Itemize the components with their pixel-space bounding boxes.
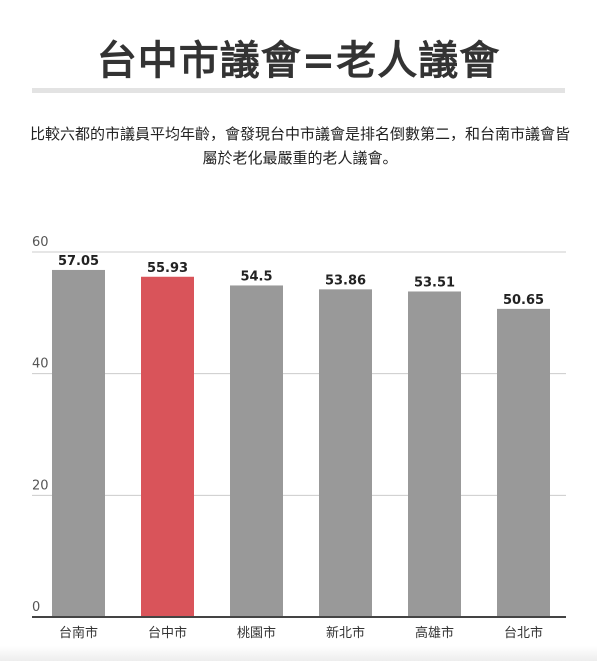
data-label: 55.93 bbox=[147, 261, 188, 276]
x-tick-label: 桃園市 bbox=[237, 625, 276, 641]
data-label: 54.5 bbox=[240, 269, 272, 284]
x-tick-label: 新北市 bbox=[326, 625, 365, 641]
bar bbox=[319, 289, 372, 617]
data-label: 53.86 bbox=[325, 273, 366, 288]
y-tick-label: 40 bbox=[32, 357, 49, 372]
y-tick-label: 60 bbox=[32, 235, 49, 250]
bar bbox=[408, 291, 461, 617]
data-label: 50.65 bbox=[503, 293, 544, 308]
bar bbox=[141, 276, 194, 617]
data-label: 53.51 bbox=[414, 275, 455, 290]
chart-title: 台中市議會=老人議會 bbox=[96, 38, 501, 84]
y-tick-label: 0 bbox=[32, 600, 40, 615]
y-tick-label: 20 bbox=[32, 478, 49, 493]
x-tick-label: 高雄市 bbox=[415, 625, 454, 641]
x-tick-label: 台南市 bbox=[59, 625, 98, 641]
data-label: 57.05 bbox=[58, 254, 99, 269]
footer-shade bbox=[0, 646, 597, 661]
x-tick-label: 台北市 bbox=[504, 625, 543, 641]
bar bbox=[52, 269, 105, 617]
bar bbox=[497, 308, 550, 617]
title-divider bbox=[32, 88, 565, 93]
x-tick-label: 台中市 bbox=[148, 625, 187, 641]
bar bbox=[230, 285, 283, 617]
chart-subtitle: 比較六都的市議員平均年齡，會發現台中市議會是排名倒數第二，和台南市議會皆屬於老化… bbox=[30, 125, 571, 167]
